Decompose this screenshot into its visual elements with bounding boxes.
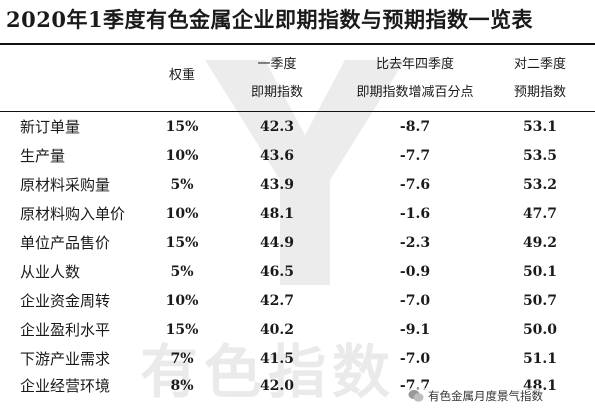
row-weight: 15% (165, 322, 199, 338)
row-change: -9.1 (399, 322, 431, 338)
header-divider (0, 111, 595, 112)
row-change: -7.7 (399, 148, 431, 164)
header-current-line2: 即期指数 (250, 85, 303, 100)
row-current-index: 42.7 (259, 293, 295, 309)
row-current-index: 41.5 (259, 351, 295, 367)
header-expected-line2: 预期指数 (513, 85, 566, 100)
row-weight: 10% (165, 148, 199, 164)
row-weight: 15% (165, 119, 199, 135)
row-change: -0.9 (399, 264, 431, 280)
row-expected-index: 51.1 (522, 351, 558, 367)
row-name: 生产量 (20, 147, 66, 165)
row-expected-index: 47.7 (522, 206, 558, 222)
row-expected-index: 53.5 (522, 148, 558, 164)
table-row: 从业人数 5% 46.5 -0.9 50.1 (0, 258, 595, 287)
row-expected-index: 50.1 (522, 264, 558, 280)
table-top-rule (0, 43, 595, 45)
row-expected-index: 53.2 (522, 177, 558, 193)
table-row: 下游产业需求 7% 41.5 -7.0 51.1 (0, 345, 595, 374)
table-row: 企业盈利水平 15% 40.2 -9.1 50.0 (0, 316, 595, 345)
row-change: -7.6 (399, 177, 431, 193)
page-title: 2020年1季度有色金属企业即期指数与预期指数一览表 (6, 7, 534, 32)
row-weight: 15% (165, 235, 199, 251)
row-name: 企业盈利水平 (20, 321, 111, 339)
credit-text: 有色金属月度景气指数 (428, 389, 543, 403)
row-change: -2.3 (399, 235, 431, 251)
row-expected-index: 53.1 (522, 119, 558, 135)
source-credit: 有色金属月度景气指数 (408, 388, 543, 404)
header-weight: 权重 (168, 68, 195, 83)
row-weight: 5% (170, 264, 194, 280)
row-current-index: 42.3 (259, 119, 295, 135)
header-change-line2: 即期指数增减百分点 (356, 85, 474, 100)
row-expected-index: 50.0 (522, 322, 558, 338)
row-current-index: 46.5 (259, 264, 295, 280)
row-name: 企业资金周转 (20, 292, 111, 310)
table-row: 新订单量 15% 42.3 -8.7 53.1 (0, 113, 595, 142)
row-current-index: 40.2 (259, 322, 295, 338)
row-name: 原材料购入单价 (20, 205, 126, 223)
row-name: 企业经营环境 (20, 377, 111, 395)
row-weight: 10% (165, 206, 199, 222)
row-current-index: 44.9 (259, 235, 295, 251)
header-current-line1: 一季度 (257, 57, 297, 72)
table-row: 原材料采购量 5% 43.9 -7.6 53.2 (0, 171, 595, 200)
row-name: 下游产业需求 (20, 350, 111, 368)
row-current-index: 48.1 (259, 206, 295, 222)
row-name: 单位产品售价 (20, 234, 111, 252)
table-row: 单位产品售价 15% 44.9 -2.3 49.2 (0, 229, 595, 258)
row-expected-index: 49.2 (522, 235, 558, 251)
row-change: -1.6 (399, 206, 431, 222)
table-row: 企业经营环境 8% 42.0 -7.7 48.1 (0, 372, 595, 401)
row-current-index: 43.6 (259, 148, 295, 164)
row-weight: 7% (170, 351, 194, 367)
row-name: 从业人数 (20, 263, 81, 281)
row-current-index: 43.9 (259, 177, 295, 193)
header-expected-line1: 对二季度 (513, 57, 566, 72)
header-change-line1: 比去年四季度 (375, 57, 454, 72)
wechat-bubble-icon (408, 389, 424, 402)
row-current-index: 42.0 (259, 378, 295, 394)
row-change: -7.0 (399, 351, 431, 367)
table-row: 生产量 10% 43.6 -7.7 53.5 (0, 142, 595, 171)
table-row: 原材料购入单价 10% 48.1 -1.6 47.7 (0, 200, 595, 229)
table-row: 企业资金周转 10% 42.7 -7.0 50.7 (0, 287, 595, 316)
row-weight: 8% (170, 378, 194, 394)
row-name: 原材料采购量 (20, 176, 111, 194)
row-change: -8.7 (399, 119, 431, 135)
row-weight: 10% (165, 293, 199, 309)
row-weight: 5% (170, 177, 194, 193)
row-change: -7.0 (399, 293, 431, 309)
row-expected-index: 50.7 (522, 293, 558, 309)
row-name: 新订单量 (20, 118, 81, 136)
